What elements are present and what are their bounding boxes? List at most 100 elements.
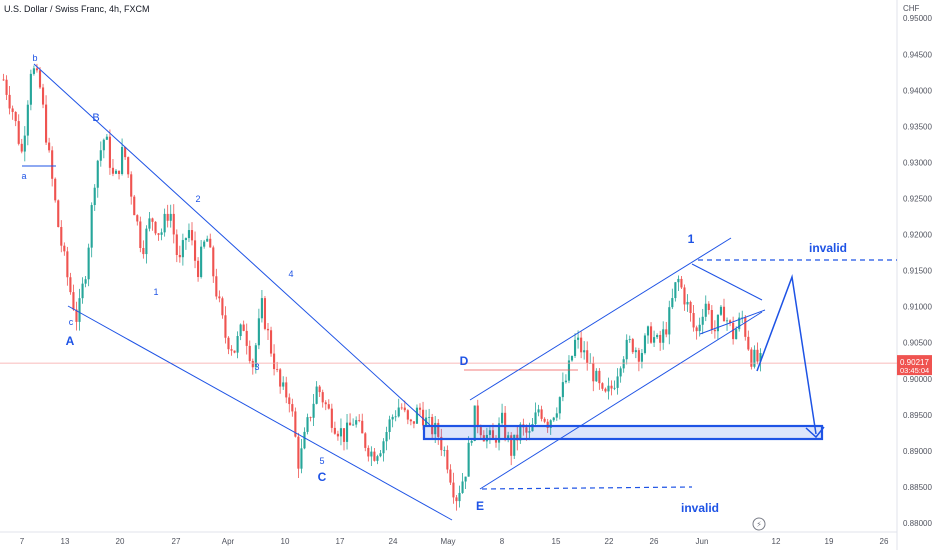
candle-body — [406, 410, 409, 420]
candle-body — [467, 442, 470, 477]
time-tick-label: 26 — [650, 537, 659, 546]
candle-body — [610, 385, 613, 389]
candle-body — [279, 369, 282, 387]
candle-body — [653, 337, 656, 343]
candle-body — [5, 79, 8, 95]
drawings-group — [22, 63, 897, 521]
candle-body — [449, 469, 452, 483]
candle-body — [26, 104, 29, 136]
candle-body — [598, 370, 601, 384]
candle-body — [364, 433, 367, 448]
candle-body — [701, 316, 704, 325]
candle-body — [400, 407, 403, 409]
invalid-lower-dashed — [481, 486, 693, 490]
candle-body — [382, 441, 385, 454]
candle-body — [415, 407, 419, 424]
candle-body — [84, 279, 87, 284]
candle-body — [656, 334, 659, 338]
candle-body — [561, 382, 564, 398]
candle-body — [756, 349, 759, 362]
time-tick-label: 12 — [772, 537, 781, 546]
candle-body — [315, 386, 318, 404]
candle-body — [11, 108, 14, 112]
candle-body — [668, 307, 671, 335]
candle-body — [81, 283, 84, 299]
candle-body — [570, 356, 574, 361]
ascending-channel-upper — [469, 237, 732, 401]
candle-body — [29, 73, 32, 105]
candle-body — [662, 329, 665, 343]
candle-body — [491, 430, 495, 439]
candle-body — [677, 278, 680, 283]
triangle-upper-line — [691, 263, 763, 301]
time-tick-label: 27 — [172, 537, 181, 546]
candle-body — [184, 238, 187, 241]
candle-body — [32, 68, 35, 74]
candle-body — [470, 440, 473, 443]
price-tick-label: 0.90000 — [903, 375, 932, 384]
candle-body — [583, 350, 586, 353]
candle-body — [193, 240, 197, 261]
candle-body — [534, 412, 537, 424]
candle-body — [38, 70, 42, 88]
candle-body — [601, 383, 604, 389]
candle-body — [336, 433, 339, 437]
candle-body — [75, 309, 78, 322]
candle-body — [722, 306, 726, 322]
candle-body — [163, 213, 166, 233]
candle-body — [434, 422, 437, 435]
label-D: D — [460, 354, 469, 368]
candle-body — [707, 303, 710, 311]
candle-body — [586, 350, 589, 364]
ascending-channel-lower — [479, 311, 763, 490]
candle-body — [127, 157, 130, 175]
candle-body — [355, 420, 358, 425]
candle-body — [251, 360, 254, 368]
candle-body — [501, 412, 504, 424]
candle-body — [291, 404, 294, 412]
channel-lower-line — [67, 305, 453, 521]
candle-body — [674, 282, 677, 299]
candle-body — [497, 423, 501, 443]
candle-body — [510, 435, 513, 456]
candle-body — [616, 376, 619, 388]
candle-body — [713, 329, 716, 332]
candle-body — [63, 245, 66, 252]
candle-body — [221, 298, 224, 316]
candle-body — [403, 407, 406, 411]
candle-body — [224, 315, 227, 338]
candle-body — [659, 334, 662, 343]
candle-body — [300, 448, 303, 469]
candle-body — [233, 350, 236, 353]
candle-body — [297, 436, 300, 469]
candle-body — [306, 417, 309, 432]
candle-body — [607, 385, 610, 392]
candle-body — [41, 87, 45, 105]
candle-body — [263, 298, 267, 329]
candle-body — [69, 277, 72, 293]
candle-body — [333, 427, 336, 434]
candle-body — [245, 330, 248, 346]
candle-body — [619, 368, 622, 377]
candle-body — [686, 301, 689, 305]
label-c: c — [69, 317, 74, 327]
candle-body — [716, 314, 719, 332]
candle-body — [72, 292, 75, 310]
candle-body — [206, 238, 209, 242]
candle-body — [543, 418, 546, 422]
candle-body — [169, 213, 172, 221]
candle-body — [330, 408, 333, 428]
label-5: 5 — [319, 456, 324, 466]
price-tick-label: 0.95000 — [903, 14, 932, 23]
candle-body — [555, 413, 558, 418]
candle-body — [178, 255, 181, 258]
candle-body — [622, 359, 625, 369]
label-2: 2 — [195, 194, 200, 204]
candle-body — [361, 420, 364, 434]
candle-body — [111, 167, 115, 174]
candle-body — [142, 248, 145, 255]
candle-body — [273, 353, 276, 370]
candle-body — [725, 320, 729, 322]
price-tick-label: 0.89000 — [903, 447, 932, 456]
